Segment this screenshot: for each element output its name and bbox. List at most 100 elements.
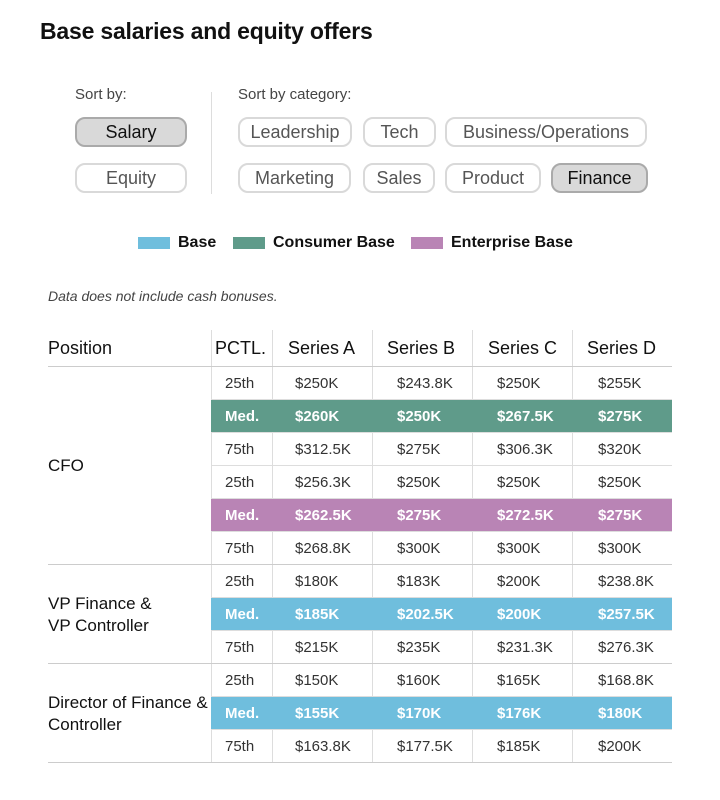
table-row: Med. $185K $202.5K $200K $257.5K	[211, 598, 672, 630]
value-cell: $160K	[397, 671, 441, 689]
column-header-series-a: Series A	[288, 338, 356, 358]
value-cell: $250K	[598, 473, 642, 491]
filter-divider	[211, 92, 212, 194]
value-cell: $267.5K	[497, 407, 554, 425]
table-row: Med. $260K $250K $267.5K $275K	[211, 400, 672, 432]
pctl-cell: 25th	[225, 572, 255, 590]
category-option-sales[interactable]: Sales	[363, 163, 435, 193]
page-title: Base salaries and equity offers	[40, 18, 373, 44]
value-cell: $300K	[598, 539, 642, 557]
value-cell: $250K	[497, 374, 541, 392]
pctl-cell: Med.	[225, 605, 260, 623]
value-cell: $275K	[397, 506, 442, 524]
value-cell: $202.5K	[397, 605, 454, 623]
legend-swatch-enterprise-base	[411, 237, 443, 249]
value-cell: $250K	[397, 407, 442, 425]
category-option-product[interactable]: Product	[445, 163, 541, 193]
header-divider	[48, 366, 672, 367]
value-cell: $260K	[295, 407, 340, 425]
value-cell: $170K	[397, 704, 442, 722]
column-header-series-d: Series D	[587, 338, 657, 358]
pctl-cell: 25th	[225, 671, 255, 689]
value-cell: $256.3K	[295, 473, 351, 491]
table-row: 25th $150K $160K $165K $168.8K	[211, 664, 672, 696]
position-divider	[48, 663, 672, 664]
column-divider	[472, 330, 473, 762]
value-cell: $268.8K	[295, 539, 351, 557]
row-divider	[211, 399, 672, 400]
value-cell: $177.5K	[397, 737, 453, 755]
value-cell: $165K	[497, 671, 541, 689]
table-row: 25th $180K $183K $200K $238.8K	[211, 565, 672, 597]
value-cell: $275K	[598, 506, 643, 524]
pctl-cell: 75th	[225, 440, 255, 458]
value-cell: $276.3K	[598, 638, 654, 656]
table-row: 25th $256.3K $250K $250K $250K	[211, 466, 672, 498]
value-cell: $306.3K	[497, 440, 553, 458]
value-cell: $200K	[598, 737, 642, 755]
row-divider	[211, 597, 672, 598]
row-divider	[211, 498, 672, 499]
sort-by-label: Sort by:	[75, 86, 127, 103]
legend-item-consumer-base: Consumer Base	[233, 234, 395, 252]
value-cell: $275K	[598, 407, 643, 425]
value-cell: $180K	[295, 572, 339, 590]
pctl-cell: 75th	[225, 638, 255, 656]
category-option-tech[interactable]: Tech	[363, 117, 436, 147]
value-cell: $215K	[295, 638, 339, 656]
pctl-cell: Med.	[225, 506, 260, 524]
table-row: Med. $262.5K $275K $272.5K $275K	[211, 499, 672, 531]
pctl-cell: Med.	[225, 704, 260, 722]
column-divider	[372, 330, 373, 762]
sort-option-equity[interactable]: Equity	[75, 163, 187, 193]
table-row: 25th $250K $243.8K $250K $255K	[211, 367, 672, 399]
value-cell: $243.8K	[397, 374, 453, 392]
position-label: CFO	[48, 456, 84, 475]
value-cell: $185K	[497, 737, 541, 755]
pctl-cell: 25th	[225, 374, 255, 392]
category-option-finance[interactable]: Finance	[551, 163, 648, 193]
legend-label-consumer-base: Consumer Base	[273, 234, 395, 251]
value-cell: $255K	[598, 374, 642, 392]
row-divider	[211, 432, 672, 433]
position-divider	[48, 564, 672, 565]
value-cell: $300K	[497, 539, 541, 557]
sort-by-category-label: Sort by category:	[238, 86, 352, 103]
legend-item-enterprise-base: Enterprise Base	[411, 234, 573, 252]
table-row: 75th $215K $235K $231.3K $276.3K	[211, 631, 672, 663]
value-cell: $163.8K	[295, 737, 351, 755]
value-cell: $262.5K	[295, 506, 352, 524]
column-divider	[211, 330, 212, 762]
position-label: VP Finance & VP Controller	[48, 593, 152, 635]
category-option-leadership[interactable]: Leadership	[238, 117, 352, 147]
category-option-business-operations[interactable]: Business/Operations	[445, 117, 647, 147]
column-header-series-b: Series B	[387, 338, 456, 358]
column-header-position: Position	[48, 338, 113, 358]
row-divider	[211, 729, 672, 730]
row-divider	[211, 696, 672, 697]
value-cell: $235K	[397, 638, 441, 656]
category-option-marketing[interactable]: Marketing	[238, 163, 351, 193]
value-cell: $168.8K	[598, 671, 654, 689]
legend-label-base: Base	[178, 234, 217, 251]
pctl-cell: 25th	[225, 473, 255, 491]
value-cell: $250K	[295, 374, 339, 392]
sort-option-salary[interactable]: Salary	[75, 117, 187, 147]
value-cell: $257.5K	[598, 605, 655, 623]
data-note: Data does not include cash bonuses.	[48, 288, 278, 304]
value-cell: $200K	[497, 572, 541, 590]
table-row: 75th $268.8K $300K $300K $300K	[211, 532, 672, 564]
value-cell: $300K	[397, 539, 441, 557]
legend-label-enterprise-base: Enterprise Base	[451, 234, 573, 251]
column-divider	[272, 330, 273, 762]
value-cell: $238.8K	[598, 572, 654, 590]
legend-item-base: Base	[138, 234, 216, 252]
row-divider	[211, 630, 672, 631]
column-divider	[572, 330, 573, 762]
value-cell: $150K	[295, 671, 339, 689]
value-cell: $185K	[295, 605, 340, 623]
row-divider	[211, 465, 672, 466]
value-cell: $231.3K	[497, 638, 553, 656]
position-divider	[48, 762, 672, 763]
value-cell: $155K	[295, 704, 340, 722]
